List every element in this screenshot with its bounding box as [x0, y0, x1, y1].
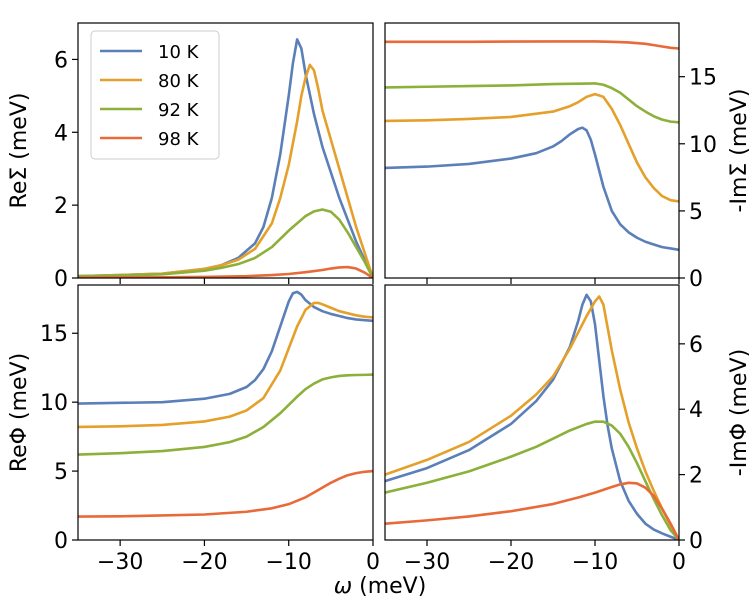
- x-tick-label: −30: [404, 550, 450, 575]
- y-tick-label: 0: [689, 529, 703, 554]
- series-line-92k: [78, 208, 373, 278]
- y-tick-label: 2: [689, 464, 703, 489]
- y-tick-label: 2: [54, 194, 68, 219]
- series-line-92k: [385, 420, 679, 540]
- legend: 10 K 80 K 92 K 98 K: [90, 30, 220, 160]
- y-tick-label: 10: [40, 391, 68, 416]
- series-line-92k: [385, 82, 679, 124]
- series-line-98k: [78, 265, 373, 278]
- y-tick-label: 4: [54, 121, 68, 146]
- x-tick-label: −10: [265, 550, 311, 575]
- panel-top-left: 0 2 4 6 ReΣ (meV) 10 K 80 K 92 K 98 K: [7, 22, 374, 292]
- plot-frame: [384, 284, 680, 541]
- y-tick-label: 4: [689, 398, 703, 423]
- x-tick-label: −20: [181, 550, 227, 575]
- y-tick-label: 6: [54, 48, 68, 73]
- y-tick-label: 15: [689, 66, 717, 91]
- y-axis-label: ReΣ (meV): [7, 93, 32, 209]
- series-line-80k: [78, 63, 373, 278]
- y-axis-label: -ImΦ (meV): [727, 349, 750, 476]
- y-tick-label: 0: [689, 267, 703, 292]
- series-line-10k: [385, 126, 679, 252]
- panel-bottom-right: 0 2 4 6 −30 −20 −10 0 -ImΦ (meV): [384, 284, 750, 575]
- y-tick-label: 10: [689, 133, 717, 158]
- series-line-92k: [78, 373, 373, 456]
- legend-label: 10 K: [158, 42, 200, 63]
- series-line-80k: [385, 295, 679, 540]
- y-tick-label: 6: [689, 333, 703, 358]
- series-line-10k: [385, 293, 679, 540]
- x-tick-label: 0: [672, 550, 686, 575]
- series-line-80k: [385, 92, 679, 203]
- legend-label: 98 K: [158, 129, 200, 150]
- y-tick-label: 0: [54, 529, 68, 554]
- legend-box: [90, 30, 220, 160]
- series-line-98k: [78, 469, 373, 518]
- y-tick-label: 15: [40, 322, 68, 347]
- y-tick-label: 5: [54, 460, 68, 485]
- x-axis-label: ω (meV): [334, 574, 427, 599]
- legend-label: 92 K: [158, 100, 200, 121]
- panel-top-right: 0 5 10 15 -ImΣ (meV): [384, 22, 750, 292]
- x-tick-label: −10: [572, 550, 618, 575]
- plot-frame: [384, 22, 680, 279]
- legend-label: 80 K: [158, 71, 200, 92]
- series-line-80k: [78, 301, 373, 429]
- series-line-98k: [385, 481, 679, 540]
- y-tick-label: 0: [54, 267, 68, 292]
- series-line-98k: [385, 40, 679, 50]
- plot-frame: [77, 22, 374, 279]
- y-axis-label: -ImΣ (meV): [727, 89, 750, 213]
- series-line-10k: [78, 290, 373, 405]
- plot-frame: [77, 284, 374, 541]
- y-tick-label: 5: [689, 200, 703, 225]
- x-tick-label: −20: [488, 550, 534, 575]
- panel-bottom-left: 0 5 10 15 −30 −20 −10 0 ReΦ (meV): [7, 284, 380, 575]
- x-tick-label: −30: [97, 550, 143, 575]
- y-axis-label: ReΦ (meV): [7, 353, 32, 472]
- x-tick-label: 0: [366, 550, 380, 575]
